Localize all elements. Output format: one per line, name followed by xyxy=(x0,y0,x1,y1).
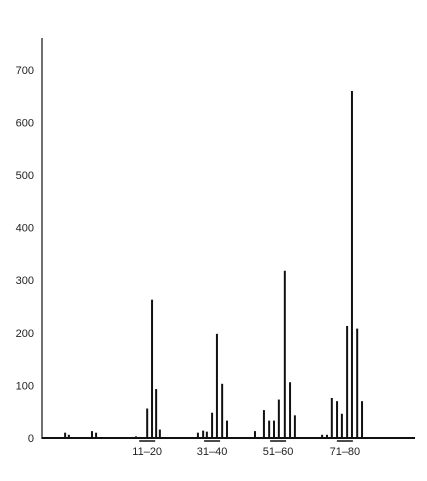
bar xyxy=(221,383,224,439)
y-tick-label: 0 xyxy=(28,433,34,445)
bar xyxy=(146,408,149,439)
bar xyxy=(253,431,256,439)
bar xyxy=(151,299,154,439)
bar xyxy=(321,434,324,439)
bar xyxy=(226,420,229,439)
bar xyxy=(64,432,67,439)
bar xyxy=(155,389,158,439)
bar xyxy=(293,415,296,439)
x-tick-label: 71–80 xyxy=(330,446,361,458)
bar xyxy=(134,436,137,439)
bar xyxy=(356,328,359,439)
bar xyxy=(273,420,276,439)
x-tick-label: 51–60 xyxy=(263,446,294,458)
bar xyxy=(215,333,218,439)
bar xyxy=(361,401,364,439)
bar xyxy=(330,397,333,439)
y-tick-label: 500 xyxy=(16,170,34,182)
y-tick-label: 100 xyxy=(16,380,34,392)
bar xyxy=(325,434,328,439)
bar xyxy=(95,432,98,439)
y-tick-label: 300 xyxy=(16,275,34,287)
bar xyxy=(202,430,205,439)
bar xyxy=(196,432,199,439)
bar xyxy=(262,410,265,439)
bar xyxy=(205,431,208,439)
bar xyxy=(346,325,349,439)
bar xyxy=(268,420,271,439)
y-tick-label: 700 xyxy=(16,65,34,77)
bar xyxy=(90,431,93,439)
bar xyxy=(336,401,339,439)
bar xyxy=(283,270,286,439)
bar xyxy=(277,399,280,439)
x-tick-label: 11–20 xyxy=(132,446,162,458)
bar xyxy=(340,413,343,439)
bar xyxy=(350,90,353,439)
y-tick-label: 600 xyxy=(16,117,34,129)
bar xyxy=(158,429,161,439)
bar xyxy=(67,434,70,439)
bar xyxy=(211,412,214,439)
x-tick-label: 31–40 xyxy=(197,446,228,458)
y-tick-label: 200 xyxy=(16,328,34,340)
y-tick-label: 400 xyxy=(16,223,34,235)
bar xyxy=(289,382,292,439)
